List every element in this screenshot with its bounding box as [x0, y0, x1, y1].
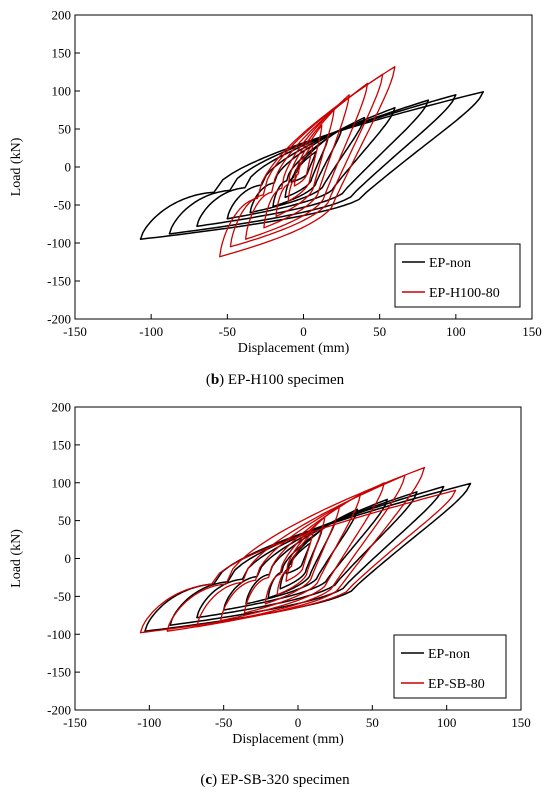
- y-tick-label: 200: [52, 8, 72, 23]
- x-tick-label: 150: [511, 715, 531, 730]
- series-retrofit: [219, 66, 396, 258]
- y-axis-label: Load (kN): [9, 529, 24, 588]
- hysteresis-loop: [276, 516, 326, 596]
- y-tick-label: -100: [47, 236, 71, 251]
- y-tick-label: 150: [52, 46, 72, 61]
- x-tick-label: 0: [300, 324, 307, 339]
- x-tick-label: 0: [295, 715, 302, 730]
- hysteresis-loop: [196, 474, 406, 628]
- x-tick-label: 100: [446, 324, 466, 339]
- legend-entry: EP-H100-80: [429, 286, 500, 301]
- y-tick-label: -50: [54, 198, 71, 213]
- y-axis-label: Load (kN): [9, 137, 24, 196]
- x-axis-label: Displacement (mm): [238, 341, 350, 356]
- caption-b-label: b: [210, 372, 220, 388]
- hysteresis-loop: [168, 94, 457, 235]
- caption-c: (c) EP-SB-320 specimen: [200, 772, 350, 788]
- hysteresis-loop: [196, 99, 430, 228]
- hysteresis-loop: [139, 91, 485, 240]
- hysteresis-loop: [285, 531, 314, 582]
- legend-entry: EP-SB-80: [428, 677, 485, 692]
- series-retrofit: [139, 466, 457, 634]
- series-reference: [144, 482, 472, 632]
- hysteresis-loop: [139, 489, 457, 634]
- hysteresis-loop: [169, 485, 445, 626]
- y-tick-label: -50: [54, 589, 71, 604]
- x-tick-label: 50: [373, 324, 386, 339]
- legend: EP-non EP-H100-80: [394, 243, 521, 308]
- y-tick-label: -100: [47, 627, 71, 642]
- x-tick-label: -150: [63, 324, 87, 339]
- x-axis-label: Displacement (mm): [232, 732, 344, 747]
- caption-c-label: c: [205, 772, 213, 788]
- hysteresis-loop: [166, 466, 426, 632]
- y-tick-label: 100: [52, 475, 72, 490]
- hysteresis-loop: [196, 491, 418, 619]
- legend: EP-non EP-SB-80: [393, 634, 507, 699]
- y-tick-label: 0: [65, 551, 72, 566]
- y-tick-label: -150: [47, 665, 71, 680]
- y-tick-label: 150: [52, 437, 72, 452]
- x-tick-label: -100: [139, 324, 163, 339]
- chart-panel-c: -150 -100 -50 0 50 100 150-200-150-100-5005010…: [9, 400, 531, 748]
- x-tick-label: -50: [215, 715, 232, 730]
- y-tick-label: -200: [47, 312, 71, 327]
- legend-entry: EP-non: [428, 647, 470, 662]
- y-tick-label: 50: [58, 122, 71, 137]
- hysteresis-loop: [279, 528, 323, 590]
- hysteresis-loop: [287, 124, 323, 202]
- x-tick-label: -150: [63, 715, 87, 730]
- y-tick-label: 100: [52, 84, 72, 99]
- series-reference: [139, 91, 485, 240]
- hysteresis-loop: [219, 66, 396, 258]
- hysteresis-loop: [144, 482, 472, 632]
- x-tick-label: 50: [366, 715, 379, 730]
- x-tick-label: -50: [219, 324, 236, 339]
- hysteresis-loop: [275, 109, 335, 218]
- x-tick-label: -100: [137, 715, 161, 730]
- legend-box: [393, 634, 507, 699]
- caption-c-text: EP-SB-320 specimen: [220, 772, 350, 788]
- caption-b-text: EP-H100 specimen: [227, 372, 345, 388]
- hysteresis-loop: [264, 504, 341, 605]
- legend-box: [394, 243, 521, 308]
- y-tick-label: -150: [47, 274, 71, 289]
- x-tick-label: 100: [437, 715, 457, 730]
- hysteresis-loop: [229, 73, 384, 248]
- y-tick-label: 50: [58, 513, 71, 528]
- y-tick-label: -200: [47, 703, 71, 718]
- hysteresis-loop: [243, 493, 362, 614]
- caption-b: (b) EP-H100 specimen: [205, 372, 345, 388]
- x-tick-label: 150: [522, 324, 542, 339]
- hysteresis-loop: [220, 482, 385, 622]
- chart-panel-b: -150 -100 -50 0 50 100 150-200-150-100-5005010…: [9, 8, 542, 357]
- y-tick-label: 200: [52, 400, 72, 415]
- legend-entry: EP-non: [429, 256, 471, 271]
- y-tick-label: 0: [65, 160, 72, 175]
